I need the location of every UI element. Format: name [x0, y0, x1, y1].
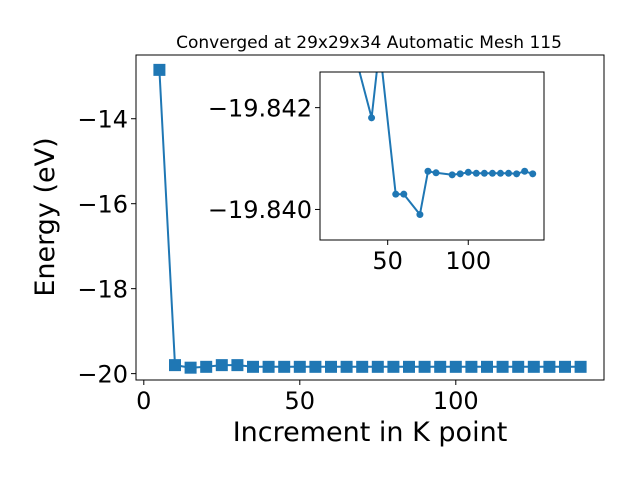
main-data-point	[543, 360, 556, 373]
main-y-tick-label: −16	[77, 190, 128, 218]
main-data-point	[231, 359, 244, 372]
main-data-point	[371, 360, 384, 373]
main-data-point	[169, 359, 181, 372]
main-y-tick-label: −14	[77, 105, 128, 133]
inset-x-tick-label: 50	[372, 247, 403, 275]
main-x-tick-label: 50	[285, 387, 316, 415]
main-data-point	[387, 360, 400, 373]
main-data-point	[340, 360, 353, 373]
main-x-tick-label: 0	[136, 387, 151, 415]
main-plot-area	[135, 54, 605, 381]
main-series-line	[158, 69, 581, 369]
inset-data-point	[529, 170, 537, 178]
inset-y-tick-label: −19.842	[208, 94, 312, 122]
inset-data-point	[416, 211, 424, 219]
main-data-point	[512, 360, 525, 373]
inset-data-point	[448, 171, 456, 179]
inset-data-point	[472, 169, 480, 177]
inset-data-point	[496, 169, 504, 177]
main-x-tick-label: 100	[433, 387, 479, 415]
main-data-point	[496, 360, 509, 373]
main-data-point	[403, 360, 415, 373]
main-data-point	[325, 360, 337, 373]
inset-plot-area	[319, 71, 545, 241]
inset-data-point	[424, 167, 432, 175]
main-data-point	[262, 360, 275, 373]
inset-data-point	[464, 168, 472, 176]
inset-background	[320, 72, 544, 240]
main-data-point	[200, 360, 213, 373]
inset-data-point	[488, 169, 496, 177]
inset-data-point	[513, 170, 521, 178]
main-data-point	[215, 359, 228, 372]
main-data-point	[293, 360, 306, 373]
inset-data-point	[368, 114, 376, 122]
main-data-point	[465, 360, 478, 373]
main-y-tick-label: −20	[77, 360, 128, 388]
main-data-point	[184, 361, 197, 374]
inset-data-point	[392, 190, 400, 198]
main-data-point	[356, 360, 369, 373]
main-data-point	[574, 360, 587, 373]
main-data-point	[434, 360, 447, 373]
main-data-point	[449, 360, 462, 373]
inset-data-point	[521, 167, 529, 175]
inset-x-tick-label: 100	[445, 247, 491, 275]
main-data-point	[309, 360, 322, 373]
main-data-point	[527, 360, 540, 373]
inset-y-tick-label: −19.840	[208, 196, 312, 224]
inset-data-point	[480, 169, 488, 177]
inset-data-point	[400, 190, 408, 198]
inset-data-point	[505, 169, 513, 177]
chart-title: Converged at 29x29x34 Automatic Mesh 115	[176, 33, 562, 53]
inset-data-point	[456, 170, 464, 178]
y-axis-label: Energy (eV)	[30, 137, 61, 296]
main-data-point	[418, 360, 431, 373]
main-data-point	[481, 360, 493, 373]
main-data-point	[153, 63, 166, 76]
main-data-point	[247, 360, 259, 373]
inset-data-point	[432, 169, 440, 177]
main-data-point	[559, 360, 571, 373]
main-y-tick-label: −18	[77, 275, 128, 303]
main-data-point	[278, 360, 291, 373]
x-axis-label: Increment in K point	[233, 417, 508, 448]
